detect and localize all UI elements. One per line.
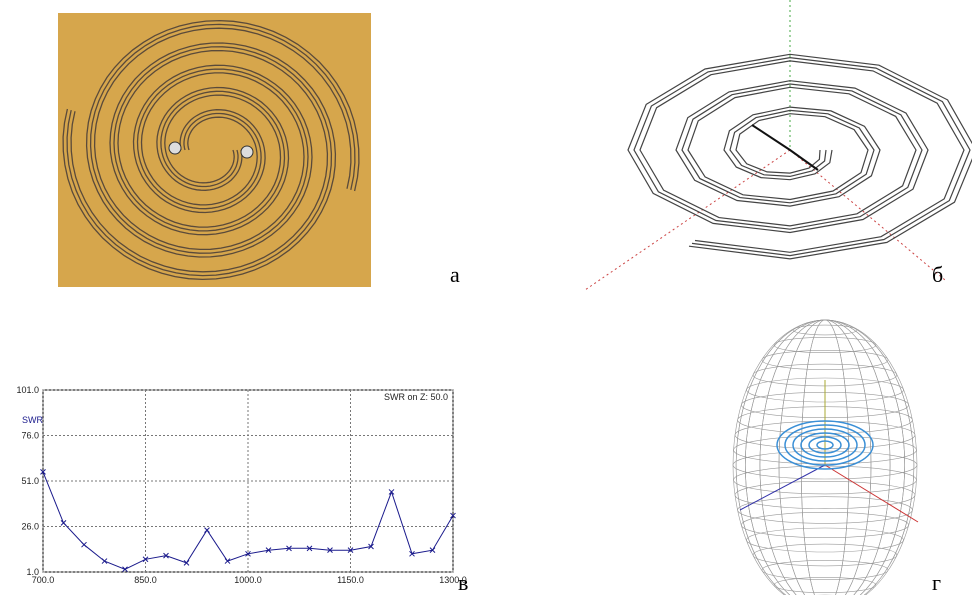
mesh: [761, 350, 889, 370]
spiral-trace: [70, 49, 329, 273]
wire-trace: [639, 60, 965, 253]
point-marker: [60, 520, 67, 526]
mesh: [773, 336, 877, 353]
annotation: SWR on Z: 50.0: [384, 392, 448, 402]
mesh: [741, 511, 909, 538]
y-tick-label: 101.0: [16, 385, 39, 395]
coil-turn: [792, 428, 858, 462]
x-tick-label: 1300.0: [439, 575, 467, 585]
mesh: [792, 324, 858, 336]
point-marker: [245, 550, 251, 557]
point-marker: [122, 566, 128, 573]
wire-model: [627, 53, 972, 260]
panel-label: а: [450, 262, 460, 287]
x-tick-label: 1150.0: [337, 575, 364, 585]
coil-turn: [808, 436, 842, 454]
y-tick-label: 76.0: [21, 431, 39, 441]
coil-turn: [800, 432, 850, 458]
pattern-coil: [776, 420, 874, 470]
mesh: [735, 319, 915, 595]
mesh: [746, 527, 904, 553]
spiral-trace: [89, 23, 356, 254]
y-tick-label: 51.0: [21, 476, 39, 486]
panel-label: в: [458, 570, 468, 595]
point-marker: [368, 543, 374, 550]
y-tick-label: 26.0: [21, 522, 39, 532]
spiral-trace: [66, 46, 333, 277]
point-marker: [101, 558, 108, 564]
point-marker: [183, 560, 190, 566]
spiral-trace: [62, 42, 337, 281]
terminal: [240, 145, 254, 159]
point-marker: [450, 512, 456, 519]
y-tick-label: 1.0: [26, 567, 39, 577]
point-marker: [265, 547, 272, 554]
mesh: [761, 560, 889, 580]
point-marker: [306, 545, 313, 552]
wire-axes: [584, 0, 946, 291]
point-marker: [286, 545, 292, 552]
point-marker: [224, 558, 231, 564]
point-marker: [388, 489, 395, 495]
mesh: [773, 576, 877, 593]
wire-trace: [633, 56, 971, 257]
spiral-trace: [85, 19, 360, 258]
coil-turn: [776, 420, 874, 470]
chart: 1.0 26.0 51.0 76.0 101.0 700.0 850.0 1000.0 1150…: [16, 385, 466, 585]
point-marker: [40, 469, 46, 475]
panel-label: г: [932, 570, 941, 595]
panel-label: б: [932, 262, 943, 287]
pattern-axes: [739, 380, 919, 523]
point-marker: [163, 552, 169, 559]
point-marker: [347, 547, 354, 554]
point-marker: [142, 556, 149, 563]
photo-spiral: [62, 19, 360, 281]
point-marker: [81, 541, 87, 548]
spiral-trace: [93, 27, 352, 251]
point-marker: [429, 547, 436, 554]
x-tick-label: 850.0: [134, 575, 157, 585]
coil-turn: [816, 440, 834, 450]
point-marker: [409, 550, 415, 557]
photo: [58, 13, 371, 287]
coil-turn: [784, 424, 866, 466]
wire-trace: [627, 53, 972, 260]
point-marker: [204, 527, 210, 533]
point-marker: [327, 547, 333, 554]
y-label: SWR: [22, 415, 43, 425]
mesh: [737, 496, 913, 524]
feed: [751, 124, 819, 171]
x-tick-label: 700.0: [32, 575, 55, 585]
mesh: [752, 543, 898, 567]
x-tick-label: 1000.0: [234, 575, 262, 585]
terminal: [168, 141, 182, 155]
